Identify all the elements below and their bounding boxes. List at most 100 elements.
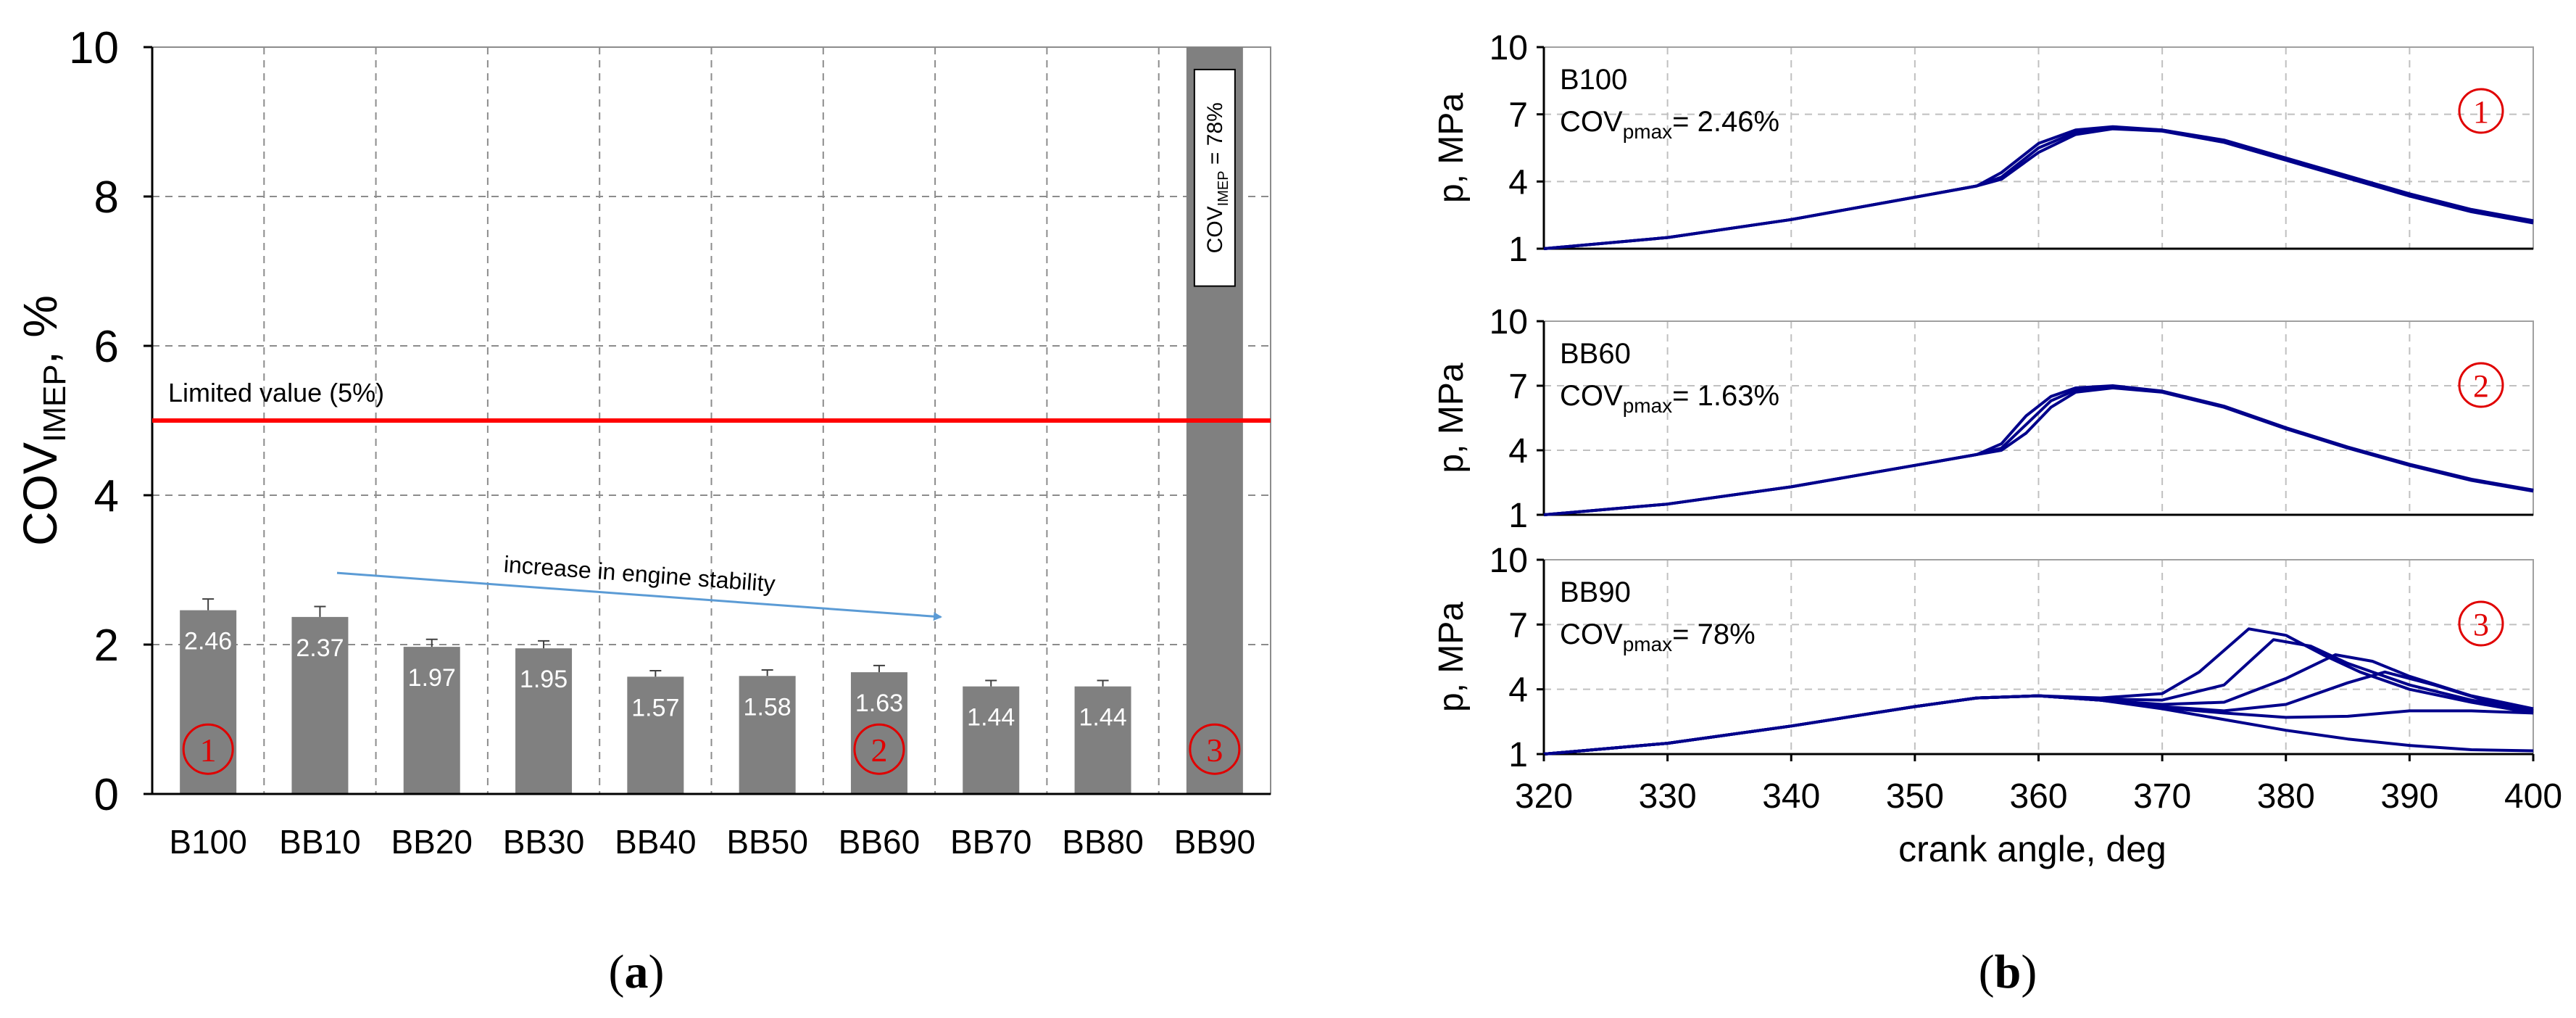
subplot-BB60: 1 4 7 10 p, MPa BB60 COVpmax= 1.63% 2 bbox=[1432, 303, 2534, 535]
subplot-fuel-label: BB90 bbox=[1560, 576, 1631, 608]
panel-a-y-tick-label: 10 bbox=[69, 23, 119, 73]
overflow-suffix: = 78% bbox=[1203, 102, 1227, 170]
cov-main: COV bbox=[1560, 380, 1623, 412]
subplot-BB90: 1 4 7 10 p, MPa BB90 COVpmax= 78% 3 320 330 340 350… bbox=[1432, 542, 2562, 816]
marker-number-BB90: 3 bbox=[1206, 732, 1223, 769]
data-label-BB70: 1.44 bbox=[967, 704, 1015, 732]
bar-BB10 bbox=[291, 616, 349, 794]
data-label-BB50: 1.58 bbox=[744, 693, 792, 721]
panel-a-x-tick-label: BB30 bbox=[503, 823, 585, 861]
panel-a-x-tick-label: B100 bbox=[169, 823, 246, 861]
panel-a-y-tick-label: 8 bbox=[94, 173, 119, 223]
subplot-y-tick-label: 1 bbox=[1508, 231, 1528, 269]
bar-BB20 bbox=[403, 647, 460, 794]
subplot-y-tick-label: 1 bbox=[1508, 497, 1528, 535]
subplot-marker-circle bbox=[2458, 88, 2504, 134]
pressure-trace-BB90-cycle-e bbox=[1543, 694, 2534, 756]
subplot-y-axis-label: p, MPa bbox=[1432, 363, 1471, 473]
subplot-fuel-label: B100 bbox=[1560, 64, 1627, 96]
subplot-x-tick-label: 330 bbox=[1639, 777, 1697, 816]
subplot-marker-number: 1 bbox=[2473, 94, 2489, 130]
subplot-x-tick-label: 380 bbox=[2257, 777, 2315, 816]
subplot-x-tick-label: 390 bbox=[2380, 777, 2438, 816]
overflow-sub: IMEP bbox=[1216, 170, 1231, 206]
subplot-x-tick-label: 340 bbox=[1762, 777, 1820, 816]
panel-a-x-tick-label: BB90 bbox=[1174, 823, 1256, 861]
subplot-y-tick-label: 10 bbox=[1489, 303, 1528, 342]
subplot-marker-circle bbox=[2458, 362, 2504, 408]
subplot-x-tick-label: 400 bbox=[2504, 777, 2562, 816]
marker-circle-BB60 bbox=[853, 723, 905, 775]
cov-main: COV bbox=[1560, 106, 1623, 138]
data-label-B100: 2.46 bbox=[184, 628, 232, 655]
cov-sub: pmax bbox=[1623, 633, 1672, 655]
bar-BB50 bbox=[739, 676, 796, 794]
data-label-BB30: 1.95 bbox=[520, 666, 568, 693]
panel-a-label: (a) bbox=[609, 945, 665, 998]
marker-number-BB60: 2 bbox=[871, 732, 887, 769]
panel-a-y-axis-label: COVIMEP, % bbox=[13, 295, 72, 546]
marker-circle-BB90 bbox=[1189, 723, 1241, 775]
panel-a-x-tick-label: BB10 bbox=[279, 823, 361, 861]
marker-number-B100: 1 bbox=[200, 732, 217, 769]
subplot-B100: 1 4 7 10 p, MPa B100 COVpmax= 2.46% 1 bbox=[1432, 29, 2534, 269]
subplot-x-tick-label: 360 bbox=[2009, 777, 2067, 816]
subplot-y-tick-label: 7 bbox=[1508, 96, 1528, 135]
subplot-cov-label: COVpmax= 2.46% bbox=[1560, 106, 1779, 143]
subplot-marker-circle bbox=[2458, 600, 2504, 647]
panel-a-x-tick-label: BB20 bbox=[391, 823, 473, 861]
panel-a-x-tick-label: BB80 bbox=[1062, 823, 1144, 861]
subplot-y-tick-label: 7 bbox=[1508, 606, 1528, 645]
overflow-label-box bbox=[1193, 68, 1236, 287]
panel-a-x-tick-label: BB50 bbox=[726, 823, 808, 861]
panel-a-x-tick-label: BB70 bbox=[950, 823, 1032, 861]
subplot-y-axis-label: p, MPa bbox=[1432, 602, 1471, 712]
bar-BB40 bbox=[627, 676, 684, 794]
subplot-x-tick-label: 320 bbox=[1515, 777, 1573, 816]
cov-value: = 1.63% bbox=[1672, 380, 1779, 412]
subplot-cov-label: COVpmax= 1.63% bbox=[1560, 380, 1779, 417]
marker-circle-B100 bbox=[182, 723, 234, 775]
panel-a-y-tick-label: 6 bbox=[94, 322, 119, 372]
subplot-cov-label: COVpmax= 78% bbox=[1560, 618, 1756, 655]
subplot-fuel-label: BB60 bbox=[1560, 338, 1631, 370]
data-label-BB80: 1.44 bbox=[1079, 704, 1126, 732]
subplot-y-tick-label: 4 bbox=[1508, 163, 1528, 202]
cov-value: = 2.46% bbox=[1672, 106, 1779, 138]
pressure-trace-BB60-cycle-3 bbox=[1543, 385, 2534, 516]
data-label-BB10: 2.37 bbox=[296, 634, 344, 662]
stability-trend-arrow bbox=[336, 571, 942, 621]
bar-BB70 bbox=[963, 686, 1020, 794]
subplot-marker-number: 3 bbox=[2473, 607, 2489, 642]
panel-a-x-tick-label: BB40 bbox=[615, 823, 697, 861]
bar-BB80 bbox=[1074, 686, 1131, 794]
overflow-main: COV bbox=[1203, 206, 1227, 253]
data-label-BB60: 1.63 bbox=[855, 690, 903, 717]
subplot-y-tick-label: 10 bbox=[1489, 29, 1528, 67]
subplot-x-tick-label: 350 bbox=[1886, 777, 1944, 816]
cov-sub: pmax bbox=[1623, 120, 1672, 143]
subplot-y-tick-label: 10 bbox=[1489, 542, 1528, 580]
panel-a-y-tick-label: 2 bbox=[94, 621, 119, 671]
subplot-marker-number: 2 bbox=[2473, 368, 2489, 404]
subplot-y-tick-label: 4 bbox=[1508, 432, 1528, 471]
cov-value: = 78% bbox=[1672, 618, 1756, 650]
subplot-y-tick-label: 7 bbox=[1508, 368, 1528, 406]
subplot-y-axis-label: p, MPa bbox=[1432, 93, 1471, 203]
cov-sub: pmax bbox=[1623, 394, 1672, 417]
overflow-value-label: COVIMEP = 78% bbox=[1203, 102, 1231, 253]
data-label-BB20: 1.97 bbox=[408, 664, 456, 692]
subplot-y-tick-label: 4 bbox=[1508, 671, 1528, 710]
cov-main: COV bbox=[1560, 618, 1623, 650]
subplot-y-tick-label: 1 bbox=[1508, 736, 1528, 774]
panel-a-x-tick-label: BB60 bbox=[839, 823, 921, 861]
bar-BB30 bbox=[515, 648, 573, 794]
subplot-x-tick-label: 370 bbox=[2133, 777, 2191, 816]
panel-a-axes: 0 2 4 6 8 10 B100 BB10 BB20 BB30 BB40 BB50 BB60 BB70 B… bbox=[69, 23, 1271, 861]
panel-b-label: (b) bbox=[1979, 945, 2037, 998]
panel-a-bar-chart: 2.46 2.37 1.97 1.95 1.57 1.58 1.63 1.44 1.44 0 2 4… bbox=[13, 23, 1271, 998]
limit-line-label: Limited value (5%) bbox=[168, 378, 384, 407]
